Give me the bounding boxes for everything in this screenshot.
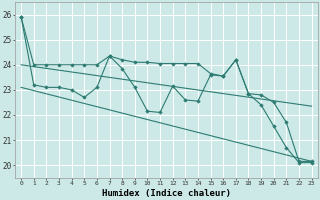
X-axis label: Humidex (Indice chaleur): Humidex (Indice chaleur) [102,189,231,198]
